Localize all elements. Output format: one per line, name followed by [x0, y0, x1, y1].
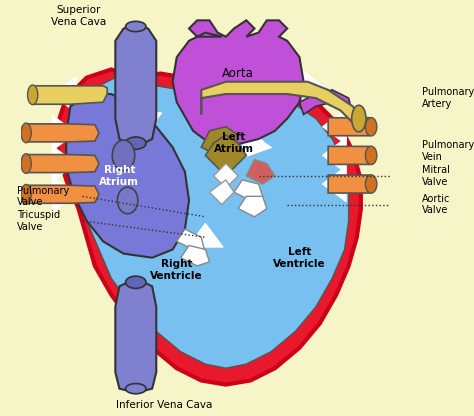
Ellipse shape: [112, 140, 135, 171]
Polygon shape: [181, 245, 210, 266]
Polygon shape: [214, 163, 238, 188]
Text: Aorta: Aorta: [222, 67, 254, 80]
Ellipse shape: [21, 154, 31, 173]
Ellipse shape: [365, 118, 377, 136]
Text: Pulmonary
Valve: Pulmonary Valve: [17, 186, 69, 207]
Polygon shape: [173, 20, 303, 147]
Ellipse shape: [365, 175, 377, 193]
Ellipse shape: [126, 276, 146, 288]
Text: Left
Ventricle: Left Ventricle: [273, 247, 326, 268]
Ellipse shape: [126, 137, 146, 149]
Text: Pulmonary
Vein: Pulmonary Vein: [422, 141, 474, 162]
Ellipse shape: [126, 384, 146, 394]
Polygon shape: [201, 82, 365, 127]
Text: Superior
Vena Cava: Superior Vena Cava: [51, 5, 106, 27]
Polygon shape: [205, 135, 246, 176]
Polygon shape: [328, 175, 373, 193]
Text: Left
Atrium: Left Atrium: [214, 132, 254, 154]
Polygon shape: [328, 118, 373, 136]
Polygon shape: [58, 69, 361, 384]
Ellipse shape: [221, 143, 239, 168]
Polygon shape: [23, 155, 99, 173]
Ellipse shape: [21, 123, 31, 143]
Polygon shape: [115, 278, 156, 393]
Polygon shape: [328, 146, 373, 164]
Ellipse shape: [352, 105, 366, 132]
Polygon shape: [29, 86, 107, 104]
Ellipse shape: [365, 146, 377, 165]
Polygon shape: [300, 90, 353, 114]
Polygon shape: [201, 127, 238, 156]
Polygon shape: [115, 25, 156, 147]
Ellipse shape: [118, 187, 138, 214]
Text: Inferior Vena Cava: Inferior Vena Cava: [116, 400, 213, 410]
Ellipse shape: [21, 184, 31, 204]
Polygon shape: [210, 180, 234, 205]
Polygon shape: [177, 229, 205, 254]
Text: Mitral
Valve: Mitral Valve: [422, 165, 450, 187]
Polygon shape: [246, 159, 275, 184]
Polygon shape: [23, 124, 99, 142]
Text: Tricuspid
Valve: Tricuspid Valve: [17, 210, 60, 232]
Polygon shape: [66, 78, 348, 368]
Text: Aortic
Valve: Aortic Valve: [422, 194, 451, 215]
Polygon shape: [66, 94, 189, 258]
Text: Pulmonary
Artery: Pulmonary Artery: [422, 87, 474, 109]
Polygon shape: [238, 196, 267, 217]
Polygon shape: [23, 185, 99, 203]
Text: Right
Ventricle: Right Ventricle: [150, 259, 203, 281]
Polygon shape: [234, 180, 263, 201]
Ellipse shape: [126, 21, 146, 32]
Ellipse shape: [27, 85, 38, 105]
Text: Right
Atrium: Right Atrium: [100, 165, 139, 187]
